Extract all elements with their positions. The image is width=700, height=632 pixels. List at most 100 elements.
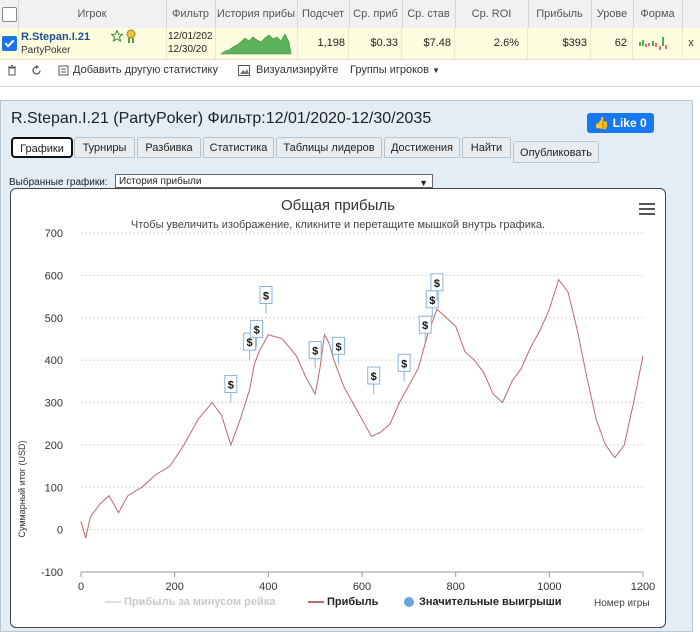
grid-header: Игрок Фильтр История прибы Подсчет Ср. п… xyxy=(0,0,700,29)
image-icon xyxy=(238,65,250,76)
legend-profit-label: Прибыль xyxy=(327,596,379,608)
profit-chart[interactable]: Общая прибыль Чтобы увеличить изображени… xyxy=(10,188,666,628)
col-avg-roi[interactable]: Ср. ROI xyxy=(455,0,529,28)
add-stats-link[interactable]: Добавить другую статистику xyxy=(73,64,218,76)
panel-title: R.Stepan.I.21 (PartyPoker) Фильтр:12/01/… xyxy=(11,110,432,127)
header-select-all[interactable] xyxy=(0,0,19,28)
big-win-flag[interactable]: $ xyxy=(418,315,432,344)
player-cell: R.Stepan.I.21 PartyPoker xyxy=(18,28,167,59)
player-site: PartyPoker xyxy=(21,45,71,56)
svg-text:$: $ xyxy=(371,371,377,383)
col-profit-history[interactable]: История прибы xyxy=(215,0,298,28)
like-label: Like 0 xyxy=(612,116,647,130)
y-tick-label: 300 xyxy=(45,398,63,410)
col-filter[interactable]: Фильтр xyxy=(166,0,216,28)
col-player[interactable]: Игрок xyxy=(18,0,167,28)
col-avg-profit[interactable]: Ср. приб xyxy=(349,0,403,28)
avg-profit-cell: $0.33 xyxy=(349,28,402,59)
thumbs-up-icon: 👍 xyxy=(594,116,610,130)
chart-select[interactable]: История прибыли ▼ xyxy=(115,174,433,188)
avg-stake-cell: $7.48 xyxy=(402,28,455,59)
tab-tournaments[interactable]: Турниры xyxy=(74,137,135,158)
col-count[interactable]: Подсчет xyxy=(297,0,350,28)
x-tick-label: 1200 xyxy=(631,581,655,593)
filter-from: 12/01/202 xyxy=(168,31,213,42)
y-tick-label: -100 xyxy=(41,567,63,579)
x-axis-label: Номер игры xyxy=(594,598,650,609)
x-tick-label: 600 xyxy=(353,581,371,593)
player-grid: Игрок Фильтр История прибы Подсчет Ср. п… xyxy=(0,0,700,87)
big-win-flag[interactable]: $ xyxy=(367,366,381,395)
chevron-down-icon: ▼ xyxy=(419,178,428,188)
profit-series-line xyxy=(80,278,644,539)
svg-text:$: $ xyxy=(312,346,318,358)
col-level[interactable]: Урове xyxy=(591,0,634,28)
remove-row-button[interactable]: x xyxy=(688,37,694,49)
award-icon xyxy=(126,29,136,43)
big-win-flag[interactable]: $ xyxy=(224,375,238,403)
visualize-link[interactable]: Визуализируйте xyxy=(256,64,339,76)
count-cell: 1,198 xyxy=(297,28,349,59)
player-groups-dropdown[interactable]: Группы игроков ▼ xyxy=(350,64,440,76)
tab-breakdown[interactable]: Разбивка xyxy=(137,137,201,158)
big-win-flag[interactable]: $ xyxy=(259,286,273,314)
filter-to: 12/30/20 xyxy=(168,44,207,55)
tab-publish[interactable]: Опубликовать xyxy=(513,141,599,163)
legend-rake-profit[interactable]: Прибыль за минусом рейка xyxy=(105,596,275,608)
row-select[interactable] xyxy=(0,28,19,59)
y-tick-label: 200 xyxy=(45,440,63,452)
chart-title: Общая прибыль xyxy=(280,197,396,214)
select-all-checkbox[interactable] xyxy=(2,7,17,22)
tab-charts[interactable]: Графики xyxy=(11,137,73,158)
svg-text:$: $ xyxy=(434,278,440,290)
svg-text:$: $ xyxy=(429,295,435,307)
selected-charts-label: Выбранные графики: xyxy=(9,177,108,188)
chevron-down-icon: ▼ xyxy=(432,66,440,75)
legend-big-wins-label: Значительные выигрыши xyxy=(419,596,562,608)
col-avg-stake[interactable]: Ср. став xyxy=(402,0,456,28)
big-win-flag[interactable]: $ xyxy=(430,273,444,301)
profit-cell: $393 xyxy=(528,28,591,59)
legend-big-wins[interactable]: Значительные выигрыши xyxy=(404,596,562,608)
profit-history-sparkline[interactable] xyxy=(215,28,298,59)
chart-subtitle: Чтобы увеличить изображение, кликните и … xyxy=(130,219,546,231)
y-tick-label: 500 xyxy=(45,313,63,325)
tab-leaderboards[interactable]: Таблицы лидеров xyxy=(276,137,382,158)
y-axis-label: Суммарный итог (USD) xyxy=(17,440,27,537)
big-win-flag[interactable]: $ xyxy=(397,353,411,382)
big-win-flag[interactable]: $ xyxy=(425,290,439,318)
player-name-link[interactable]: R.Stepan.I.21 xyxy=(21,31,91,43)
row-checkbox[interactable] xyxy=(2,36,17,51)
chart-menu-icon[interactable] xyxy=(639,203,655,215)
svg-text:$: $ xyxy=(228,380,234,392)
x-tick-label: 400 xyxy=(259,581,277,593)
y-tick-label: 100 xyxy=(45,482,63,494)
svg-text:$: $ xyxy=(336,341,342,353)
legend-line-icon xyxy=(105,601,121,604)
player-detail-panel: R.Stepan.I.21 (PartyPoker) Фильтр:12/01/… xyxy=(0,100,693,632)
trash-icon[interactable] xyxy=(7,65,17,76)
svg-text:$: $ xyxy=(263,291,269,303)
chart-select-value: История прибыли xyxy=(119,176,202,187)
col-remove xyxy=(682,0,700,28)
tab-achievements[interactable]: Достижения xyxy=(384,137,460,158)
tab-search[interactable]: Найти xyxy=(462,137,511,158)
refresh-icon[interactable] xyxy=(31,65,42,76)
big-win-flag[interactable]: $ xyxy=(332,336,346,365)
svg-text:$: $ xyxy=(422,320,428,332)
y-tick-label: 700 xyxy=(45,228,63,240)
y-tick-label: 0 xyxy=(57,525,63,537)
chart-plot[interactable]: -100 0 100 200 300 400 500 600 700 0 200 400 600 800… xyxy=(11,189,665,627)
col-form[interactable]: Форма xyxy=(633,0,683,28)
table-row[interactable]: R.Stepan.I.21 PartyPoker 12/01/202 12/30… xyxy=(0,28,700,60)
big-win-flag[interactable]: $ xyxy=(250,319,264,348)
star-icon[interactable] xyxy=(111,30,123,42)
big-win-flag[interactable]: $ xyxy=(308,341,322,369)
facebook-like-button[interactable]: 👍 Like 0 xyxy=(587,113,654,133)
grid-toolbar: Добавить другую статистику Визуализируйт… xyxy=(0,60,700,82)
filter-cell: 12/01/202 12/30/20 xyxy=(166,28,216,59)
tab-statistics[interactable]: Статистика xyxy=(203,137,274,158)
col-profit[interactable]: Прибыль xyxy=(528,0,592,28)
add-stats-icon xyxy=(58,65,69,76)
legend-profit[interactable]: Прибыль xyxy=(308,596,378,608)
